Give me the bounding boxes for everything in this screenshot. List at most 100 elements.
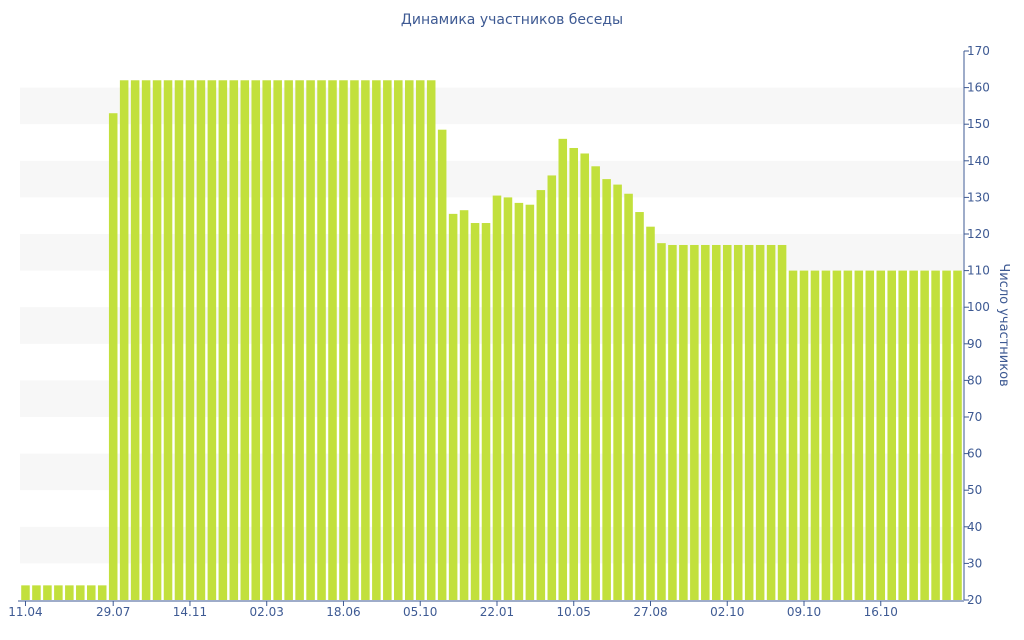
bar[interactable] bbox=[240, 80, 250, 600]
x-axis: 11.04 29.07 14.11 02.03 18.06 05.10 22.01 10.05… bbox=[8, 600, 964, 619]
bar[interactable] bbox=[744, 244, 754, 601]
bar[interactable] bbox=[668, 244, 677, 601]
bar[interactable] bbox=[525, 204, 535, 600]
bar[interactable] bbox=[492, 195, 502, 600]
bar[interactable] bbox=[931, 270, 940, 600]
bar[interactable] bbox=[426, 80, 436, 600]
bar[interactable] bbox=[87, 585, 96, 600]
bar[interactable] bbox=[602, 179, 611, 600]
bar[interactable] bbox=[799, 270, 809, 600]
bar[interactable] bbox=[712, 244, 721, 601]
bar[interactable] bbox=[141, 80, 151, 600]
bar[interactable] bbox=[898, 270, 907, 600]
bar[interactable] bbox=[459, 210, 469, 600]
bar[interactable] bbox=[821, 270, 831, 600]
bar[interactable] bbox=[832, 270, 842, 600]
bar[interactable] bbox=[887, 270, 896, 600]
bar[interactable] bbox=[569, 147, 579, 601]
bar[interactable] bbox=[415, 80, 425, 600]
bar[interactable] bbox=[503, 197, 513, 600]
bar[interactable] bbox=[32, 585, 41, 600]
bar[interactable] bbox=[470, 223, 480, 600]
bar[interactable] bbox=[536, 190, 546, 600]
bar[interactable] bbox=[766, 244, 776, 601]
bar[interactable] bbox=[251, 80, 261, 600]
bar[interactable] bbox=[448, 213, 458, 600]
bar[interactable] bbox=[130, 80, 140, 600]
bar[interactable] bbox=[350, 80, 359, 600]
bar[interactable] bbox=[558, 138, 568, 600]
bar[interactable] bbox=[174, 80, 184, 600]
bar[interactable] bbox=[361, 80, 370, 600]
bar[interactable] bbox=[185, 80, 195, 600]
bar[interactable] bbox=[701, 244, 710, 601]
bar[interactable] bbox=[152, 80, 162, 600]
y-tick-label: 150 bbox=[967, 117, 990, 131]
bar[interactable] bbox=[591, 166, 600, 601]
y-tick-label: 170 bbox=[967, 44, 990, 58]
bar[interactable] bbox=[635, 212, 644, 601]
bar[interactable] bbox=[514, 202, 524, 600]
bar[interactable] bbox=[383, 80, 392, 600]
bar[interactable] bbox=[218, 80, 228, 600]
bar[interactable] bbox=[21, 585, 30, 600]
bar[interactable] bbox=[229, 80, 239, 600]
grid-band bbox=[20, 234, 963, 271]
bar[interactable] bbox=[163, 80, 173, 600]
x-tick-label: 14.11 bbox=[173, 605, 207, 619]
bar[interactable] bbox=[394, 80, 403, 600]
bar[interactable] bbox=[865, 270, 875, 600]
bar[interactable] bbox=[196, 80, 206, 600]
bar[interactable] bbox=[777, 244, 787, 601]
bar[interactable] bbox=[262, 80, 271, 600]
bar[interactable] bbox=[679, 244, 688, 601]
grid-band bbox=[20, 160, 963, 198]
x-tick-label: 02.10 bbox=[710, 605, 744, 619]
bar[interactable] bbox=[328, 80, 337, 600]
grid-bands bbox=[20, 87, 963, 564]
bar[interactable] bbox=[404, 80, 414, 600]
bar[interactable] bbox=[690, 244, 699, 601]
bar[interactable] bbox=[876, 270, 886, 600]
bar[interactable] bbox=[437, 129, 447, 600]
bar[interactable] bbox=[339, 80, 348, 600]
bar[interactable] bbox=[942, 270, 951, 600]
bar[interactable] bbox=[646, 226, 655, 600]
bar[interactable] bbox=[76, 585, 85, 600]
y-tick-label: 60 bbox=[967, 447, 982, 461]
bar[interactable] bbox=[317, 80, 326, 600]
bar[interactable] bbox=[284, 80, 293, 600]
bar[interactable] bbox=[295, 80, 304, 600]
bar[interactable] bbox=[788, 270, 798, 600]
bar[interactable] bbox=[372, 80, 381, 600]
y-tick-label: 40 bbox=[967, 520, 982, 534]
bar[interactable] bbox=[119, 80, 129, 600]
bar[interactable] bbox=[909, 270, 918, 600]
bar[interactable] bbox=[657, 243, 666, 600]
bar[interactable] bbox=[54, 585, 63, 600]
bar[interactable] bbox=[733, 244, 743, 601]
x-tick-label: 16.10 bbox=[864, 605, 898, 619]
bar[interactable] bbox=[97, 585, 107, 600]
bar[interactable] bbox=[722, 244, 732, 601]
bar[interactable] bbox=[613, 184, 622, 600]
bar[interactable] bbox=[65, 585, 74, 600]
bar[interactable] bbox=[843, 270, 853, 600]
bar[interactable] bbox=[43, 585, 52, 600]
bar[interactable] bbox=[755, 244, 765, 601]
bar[interactable] bbox=[273, 80, 282, 600]
bar[interactable] bbox=[810, 270, 820, 600]
bar[interactable] bbox=[953, 270, 962, 600]
bar[interactable] bbox=[481, 223, 491, 600]
bar[interactable] bbox=[547, 175, 557, 600]
y-tick-label: 140 bbox=[967, 154, 990, 168]
bar[interactable] bbox=[920, 270, 929, 600]
bar[interactable] bbox=[624, 193, 633, 601]
bar[interactable] bbox=[207, 80, 217, 600]
bar[interactable] bbox=[580, 153, 589, 601]
bar[interactable] bbox=[306, 80, 315, 600]
bar[interactable] bbox=[108, 113, 118, 600]
bar[interactable] bbox=[854, 270, 864, 600]
